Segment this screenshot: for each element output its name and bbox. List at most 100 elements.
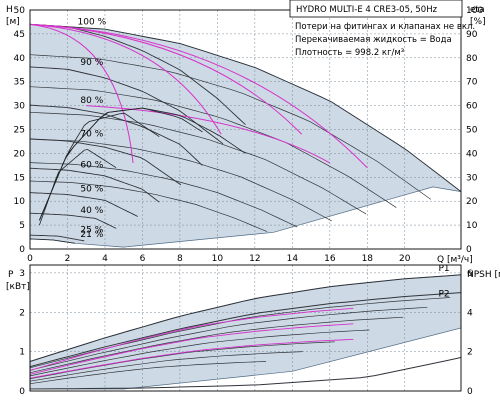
top-y-tick-label: 45 xyxy=(14,30,25,40)
top-y-tick-label: 35 xyxy=(14,78,25,88)
speed-label: 60 % xyxy=(80,161,103,171)
top-x-tick-label: 14 xyxy=(287,254,299,264)
head-curve-40 xyxy=(29,212,117,229)
top-y2-tick-label: 10 xyxy=(466,221,478,231)
bottom-y2-tick-label: 2 xyxy=(467,348,473,358)
top-y2label-name: eta xyxy=(470,5,485,15)
parallel-family-curve xyxy=(29,180,268,232)
bottom-y-tick-label: 1 xyxy=(19,348,25,358)
top-y-tick-label: 10 xyxy=(14,197,26,207)
head-curve-25 xyxy=(29,234,85,242)
efficiency-curve-60 xyxy=(39,112,160,221)
bottom-y-tick-label: 3 xyxy=(19,269,25,279)
top-xlabel: Q [м³/ч] xyxy=(437,255,473,265)
power-family-curve xyxy=(29,329,370,377)
top-y2-tick-label: 80 xyxy=(466,54,478,64)
speed-label: 70 % xyxy=(80,130,103,140)
bottom-y2-tick-label: 4 xyxy=(467,308,473,318)
top-y2-tick-label: 50 xyxy=(466,126,478,136)
p2-label: P2 xyxy=(439,290,450,300)
head-curve-60 xyxy=(29,167,160,203)
top-x-tick-label: 2 xyxy=(65,254,71,264)
speed-label: 21 % xyxy=(80,230,103,240)
system-curve xyxy=(86,105,331,164)
speed-label: 25 % xyxy=(80,225,103,235)
top-x-tick-label: 10 xyxy=(212,254,224,264)
system-curve xyxy=(29,23,303,135)
top-y-tick-label: 5 xyxy=(19,221,25,231)
top-y2-tick-label: 0 xyxy=(466,245,472,255)
system-curve xyxy=(29,23,368,169)
top-ylabel-name: H xyxy=(6,5,13,15)
top-y2-tick-label: 100 xyxy=(466,6,483,16)
top-y-tick-label: 50 xyxy=(14,6,26,16)
power-family-curve xyxy=(29,341,335,380)
speed-label: 80 % xyxy=(80,96,103,106)
note-line-3: Плотность = 998.2 кг/м³ xyxy=(295,48,404,58)
top-x-tick-label: 20 xyxy=(399,254,411,264)
top-y-tick-label: 15 xyxy=(14,173,25,183)
top-x-tick-label: 8 xyxy=(177,254,183,264)
bottom-y-tick-label: 0 xyxy=(19,387,25,397)
parallel-head-curve xyxy=(29,23,462,192)
top-x-tick-label: 4 xyxy=(102,254,108,264)
top-y-tick-label: 40 xyxy=(14,54,26,64)
parallel-family-curve xyxy=(29,111,367,215)
head-curve-80 xyxy=(29,104,203,166)
top-y2-tick-label: 60 xyxy=(466,102,478,112)
top-y2-tick-label: 90 xyxy=(466,30,478,40)
top-axes-frame xyxy=(29,9,462,250)
p1-label: P1 xyxy=(439,264,450,274)
bottom-ylabel-unit: [кВт] xyxy=(6,282,30,292)
top-x-tick-label: 18 xyxy=(362,254,374,264)
bottom-ylabel-name: P xyxy=(8,270,14,280)
bottom-y-tick-label: 2 xyxy=(19,308,25,318)
bottom-axes-frame xyxy=(29,264,462,392)
system-curve xyxy=(29,23,222,135)
top-y2-tick-label: 70 xyxy=(466,78,478,88)
top-x-tick-label: 6 xyxy=(140,254,146,264)
top-y-tick-label: 30 xyxy=(14,102,26,112)
bottom-y2-tick-label: 0 xyxy=(467,387,473,397)
efficiency-curve-40 xyxy=(39,148,117,226)
power-family-curve xyxy=(29,306,428,371)
bottom-y2label: NPSH [м] xyxy=(467,270,500,280)
power-system-curve xyxy=(29,338,354,379)
title-box xyxy=(289,0,463,18)
power-family-curve xyxy=(29,351,303,382)
parallel-family-curve xyxy=(29,138,332,222)
top-y2label-unit: [%] xyxy=(470,17,486,27)
p1-curve xyxy=(29,274,462,362)
note-line-1: Потери на фитингах и клапанах не вкл. xyxy=(295,22,475,32)
speed-label: 40 % xyxy=(80,206,103,216)
speed-label: 100 % xyxy=(78,17,107,27)
top-x-tick-label: 16 xyxy=(324,254,336,264)
head-curve-50 xyxy=(29,192,139,217)
top-y-tick-label: 0 xyxy=(19,245,25,255)
system-curve xyxy=(29,23,134,164)
top-x-tick-label: 0 xyxy=(27,254,33,264)
power-family-curve xyxy=(29,361,267,385)
top-x-tick-label: 12 xyxy=(249,254,260,264)
top-ylabel-unit: [м] xyxy=(6,17,20,27)
head-curve-90 xyxy=(29,66,224,145)
power-family-curve xyxy=(29,316,404,374)
chart-title: HYDRO MULTI-E 4 CRE3-05, 50Hz xyxy=(296,5,438,15)
head-efficiency-panel: 0 2 4 6 8 10 12 14 16 18 20 0 5 10 15 20 25 30 35 40 45 50 0 10… xyxy=(14,6,484,264)
top-y-tick-label: 25 xyxy=(14,126,25,136)
power-system-curve xyxy=(29,323,354,375)
p2-curve xyxy=(29,292,462,368)
speed-label: 90 % xyxy=(80,58,103,68)
speed-label: 50 % xyxy=(80,185,103,195)
note-line-2: Перекачиваемая жидкость = Вода xyxy=(295,35,452,45)
top-y2-tick-label: 30 xyxy=(466,173,478,183)
top-y-tick-label: 20 xyxy=(14,149,26,159)
top-y2-tick-label: 40 xyxy=(466,149,478,159)
power-npsh-panel: 0 1 2 3 0 2 4 6 P1 P2 xyxy=(19,264,473,397)
head-curve-21 xyxy=(30,238,76,244)
npsh-curve xyxy=(29,357,462,390)
bottom-y2-tick-label: 6 xyxy=(467,269,473,279)
power-system-curve xyxy=(29,307,354,371)
top-y2-tick-label: 20 xyxy=(466,197,478,207)
